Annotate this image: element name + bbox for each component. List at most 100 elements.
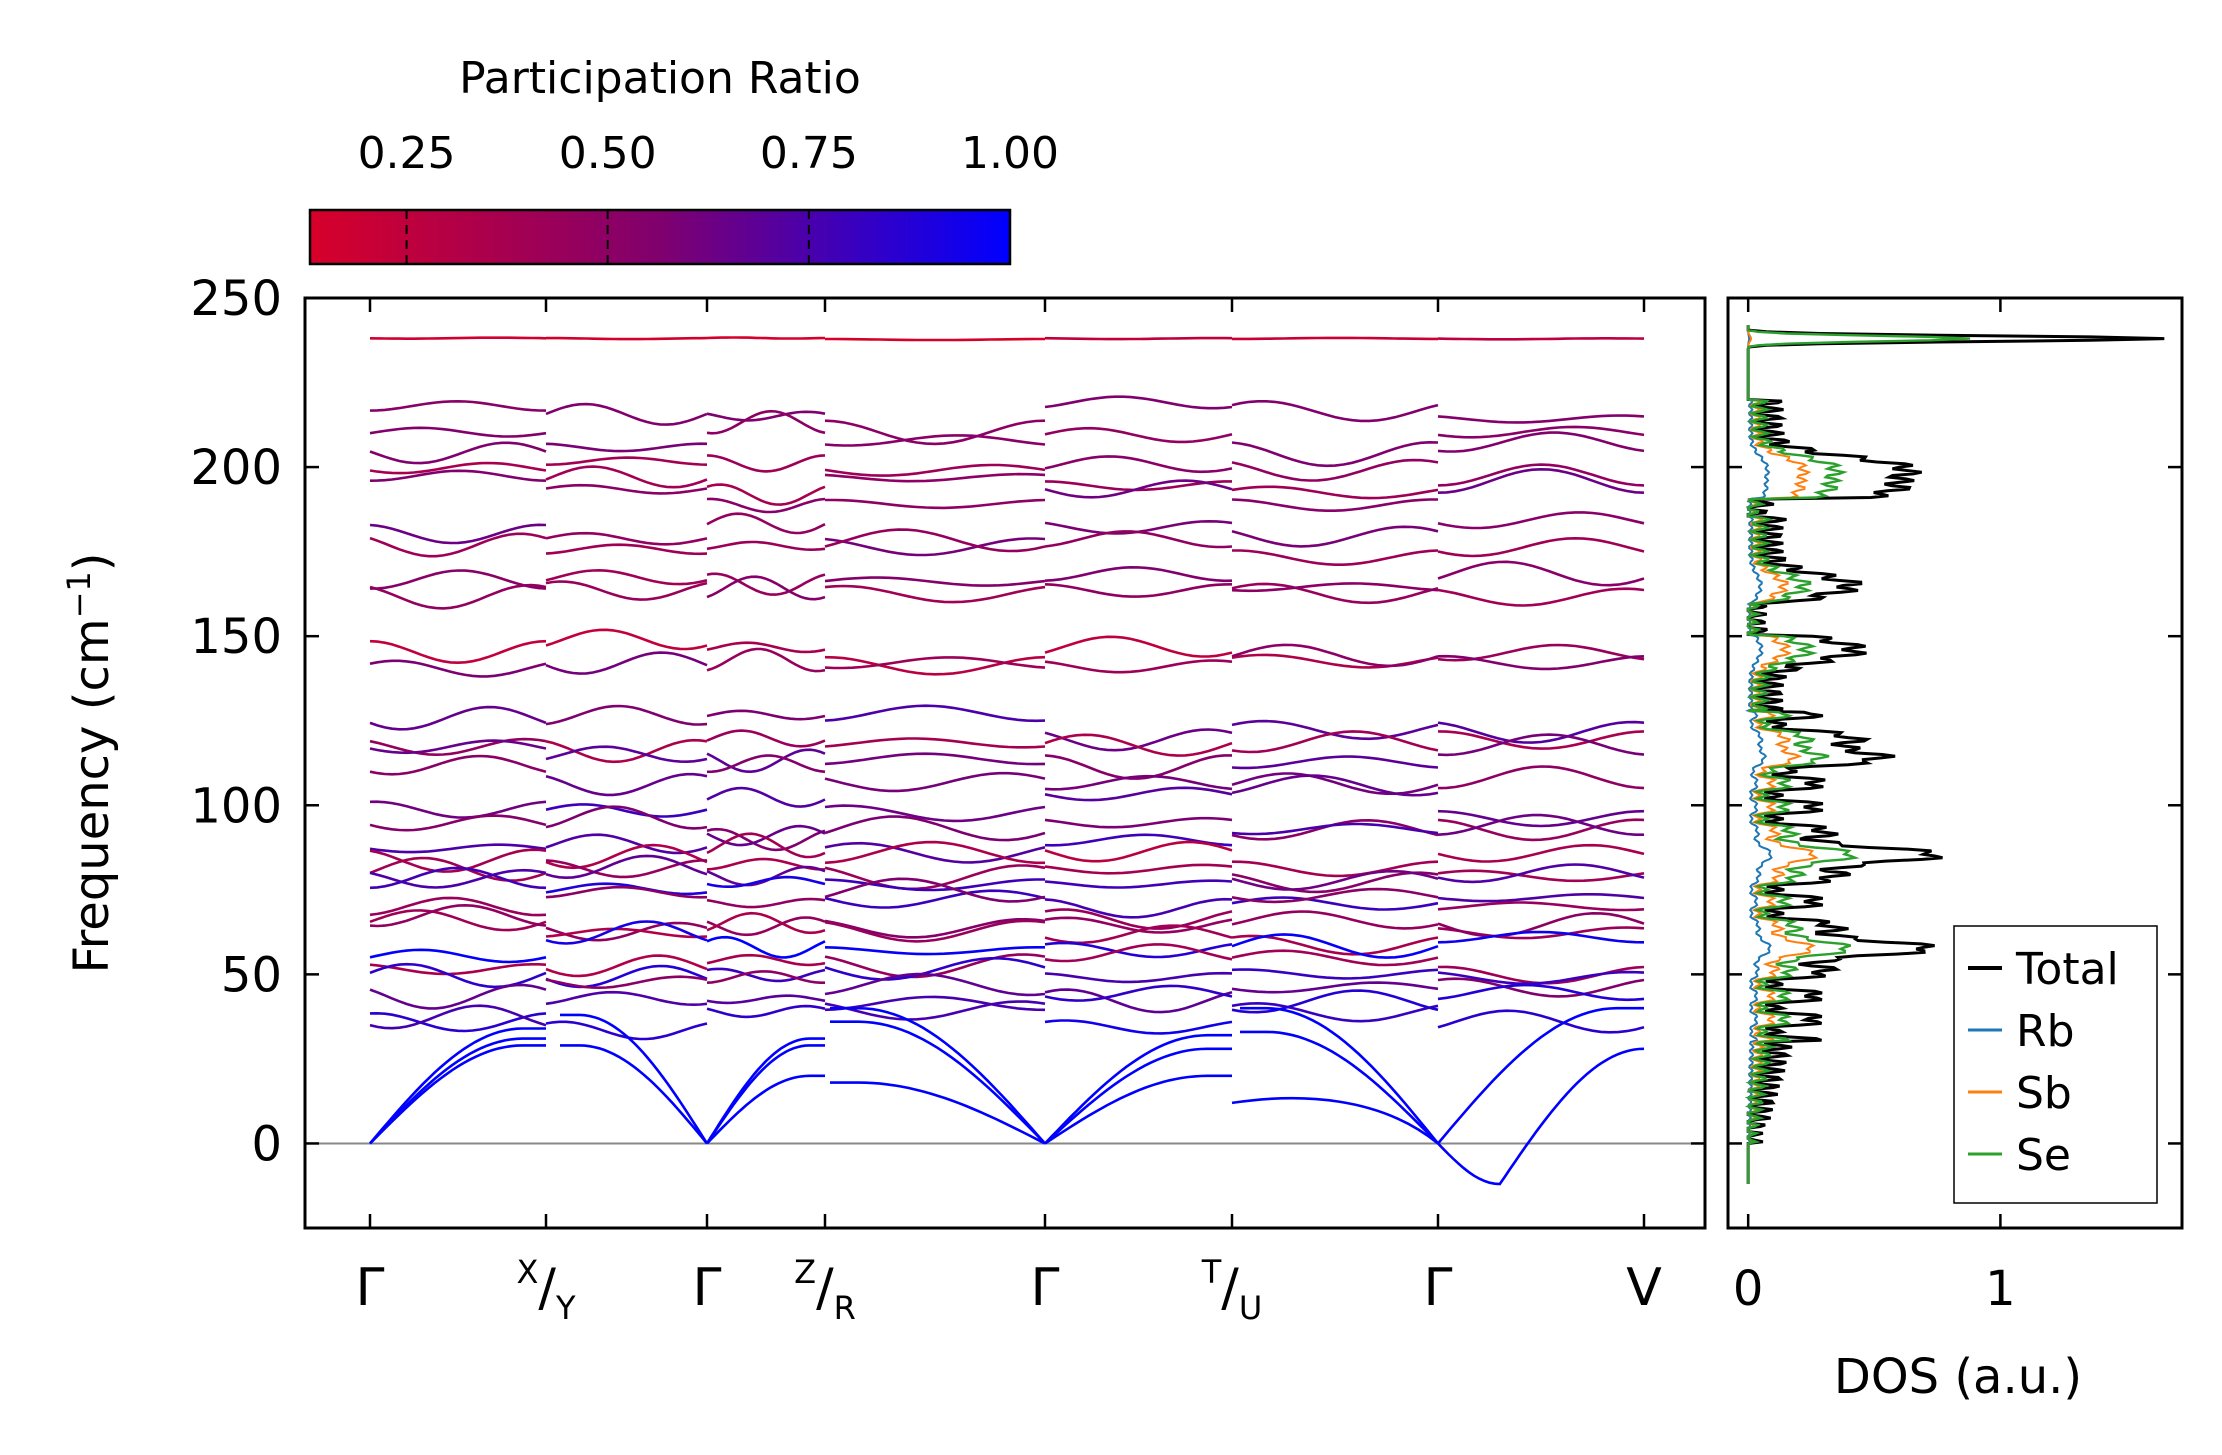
acoustic-branch [369, 1037, 546, 1145]
phonon-band [545, 975, 708, 990]
dos-rb-line [1744, 325, 1773, 1184]
legend-label-se: Se [2016, 1130, 2071, 1181]
phonon-band [824, 463, 1046, 477]
phonon-band [545, 483, 708, 495]
phonon-band [706, 953, 826, 967]
phonon-band [706, 575, 826, 601]
phonon-band [824, 840, 1045, 865]
colorbar: Participation Ratio 0.25 0.50 0.75 1.00 [308, 53, 1059, 266]
colorbar-gradient [308, 208, 1012, 266]
phonon-band [369, 569, 547, 590]
phonon-band [1231, 730, 1439, 754]
phonon-band [1044, 988, 1233, 1014]
phonon-band [824, 656, 1046, 670]
phonon-band [1044, 943, 1233, 963]
phonon-band [706, 786, 826, 808]
x-tick-label-gamma: Γ [693, 1258, 722, 1318]
acoustic-branch [1231, 1096, 1439, 1145]
phonon-band [1231, 1001, 1439, 1023]
phonon-band [545, 882, 708, 896]
phonon-band [824, 584, 1046, 604]
phonon-band [1437, 654, 1645, 671]
phonon-band [1231, 871, 1439, 894]
acoustic-branch [830, 1020, 1046, 1145]
phonon-band [1231, 485, 1439, 500]
phonon-band [369, 659, 547, 678]
phonon-band [545, 927, 708, 939]
phonon-band [545, 704, 708, 726]
phonon-band [369, 814, 547, 832]
phonon-band [1437, 467, 1645, 494]
y-axis-label: Frequency (cm−1) [60, 552, 120, 973]
phonon-band [1044, 897, 1233, 919]
phonon-band [369, 705, 547, 731]
colorbar-tick-label: 0.50 [559, 128, 657, 179]
phonon-band [1231, 774, 1439, 797]
phonon-band [824, 419, 1046, 446]
phonon-band [1044, 635, 1233, 658]
phonon-band [824, 877, 1046, 903]
dos-legend: Total Rb Sb Se [1953, 925, 2158, 1204]
phonon-band [1437, 983, 1645, 1002]
x-tick-label-v: V [1626, 1258, 1662, 1318]
phonon-band [824, 655, 1046, 676]
phonon-band [369, 583, 547, 610]
dos-x-tick-label: 1 [1985, 1261, 2016, 1317]
phonon-band [369, 848, 547, 873]
phonon-band [824, 537, 1046, 557]
phonon-band [1232, 336, 1438, 341]
legend-label-rb: Rb [2016, 1006, 2075, 1057]
phonon-band [824, 472, 1046, 483]
phonon-band [369, 399, 547, 412]
phonon-band [1044, 816, 1233, 829]
phonon-band [1437, 414, 1645, 424]
phonon-band [545, 803, 708, 818]
phonon-band [824, 434, 1046, 447]
phonon-band [1231, 582, 1439, 593]
colorbar-title: Participation Ratio [459, 53, 861, 104]
phonon-band [706, 647, 826, 673]
phonon-band [824, 576, 1046, 587]
legend-label-total: Total [2015, 944, 2119, 995]
phonon-band [369, 843, 547, 854]
acoustic-branch [369, 1027, 546, 1145]
phonon-band [1044, 840, 1233, 863]
phonon-band [824, 995, 1046, 1012]
phonon-band [824, 804, 1046, 823]
phonon-band [1044, 426, 1233, 444]
phonon-band [706, 641, 826, 654]
acoustic-branch [830, 1006, 1046, 1145]
phonon-band [1437, 809, 1645, 828]
dos-total-line [1746, 325, 2165, 1184]
phonon-band [706, 832, 826, 859]
phonon-band [369, 523, 547, 545]
y-tick-label: 0 [251, 1116, 282, 1172]
phonon-band [824, 918, 1046, 939]
phonon-band [1231, 498, 1438, 512]
x-tick-label-gamma: Γ [1031, 1258, 1060, 1318]
phonon-band [545, 651, 708, 675]
phonon-band [1044, 565, 1233, 583]
phonon-band [1044, 583, 1233, 598]
dispersion-frame [303, 296, 1707, 1230]
phonon-band [545, 990, 708, 1007]
phonon-band [545, 805, 708, 830]
acoustic-branch [1240, 1030, 1439, 1145]
acoustic-branch-negative [1437, 1047, 1645, 1186]
phonon-band [369, 441, 547, 465]
phonon-band [369, 909, 547, 932]
dos-panel: 0 1 DOS (a.u.) Total Rb Sb Se [1726, 296, 2184, 1405]
phonon-band [1231, 981, 1439, 994]
phonon-band [1044, 733, 1233, 757]
phonon-band [1437, 560, 1645, 587]
phonon-band [1044, 1019, 1233, 1035]
colorbar-tick-label: 1.00 [961, 128, 1059, 179]
phonon-band [824, 889, 1046, 909]
phonon-band [706, 911, 826, 935]
dispersion-panel: 250 200 150 100 50 0 Γ X/Y Γ Z/R Γ T/U Γ V Frequency… [60, 271, 1707, 1327]
acoustic-branch [830, 1081, 1046, 1145]
phonon-band [369, 983, 547, 1010]
phonon-band [1044, 863, 1233, 875]
phonon-band [1437, 730, 1645, 750]
phonon-band [369, 948, 547, 964]
